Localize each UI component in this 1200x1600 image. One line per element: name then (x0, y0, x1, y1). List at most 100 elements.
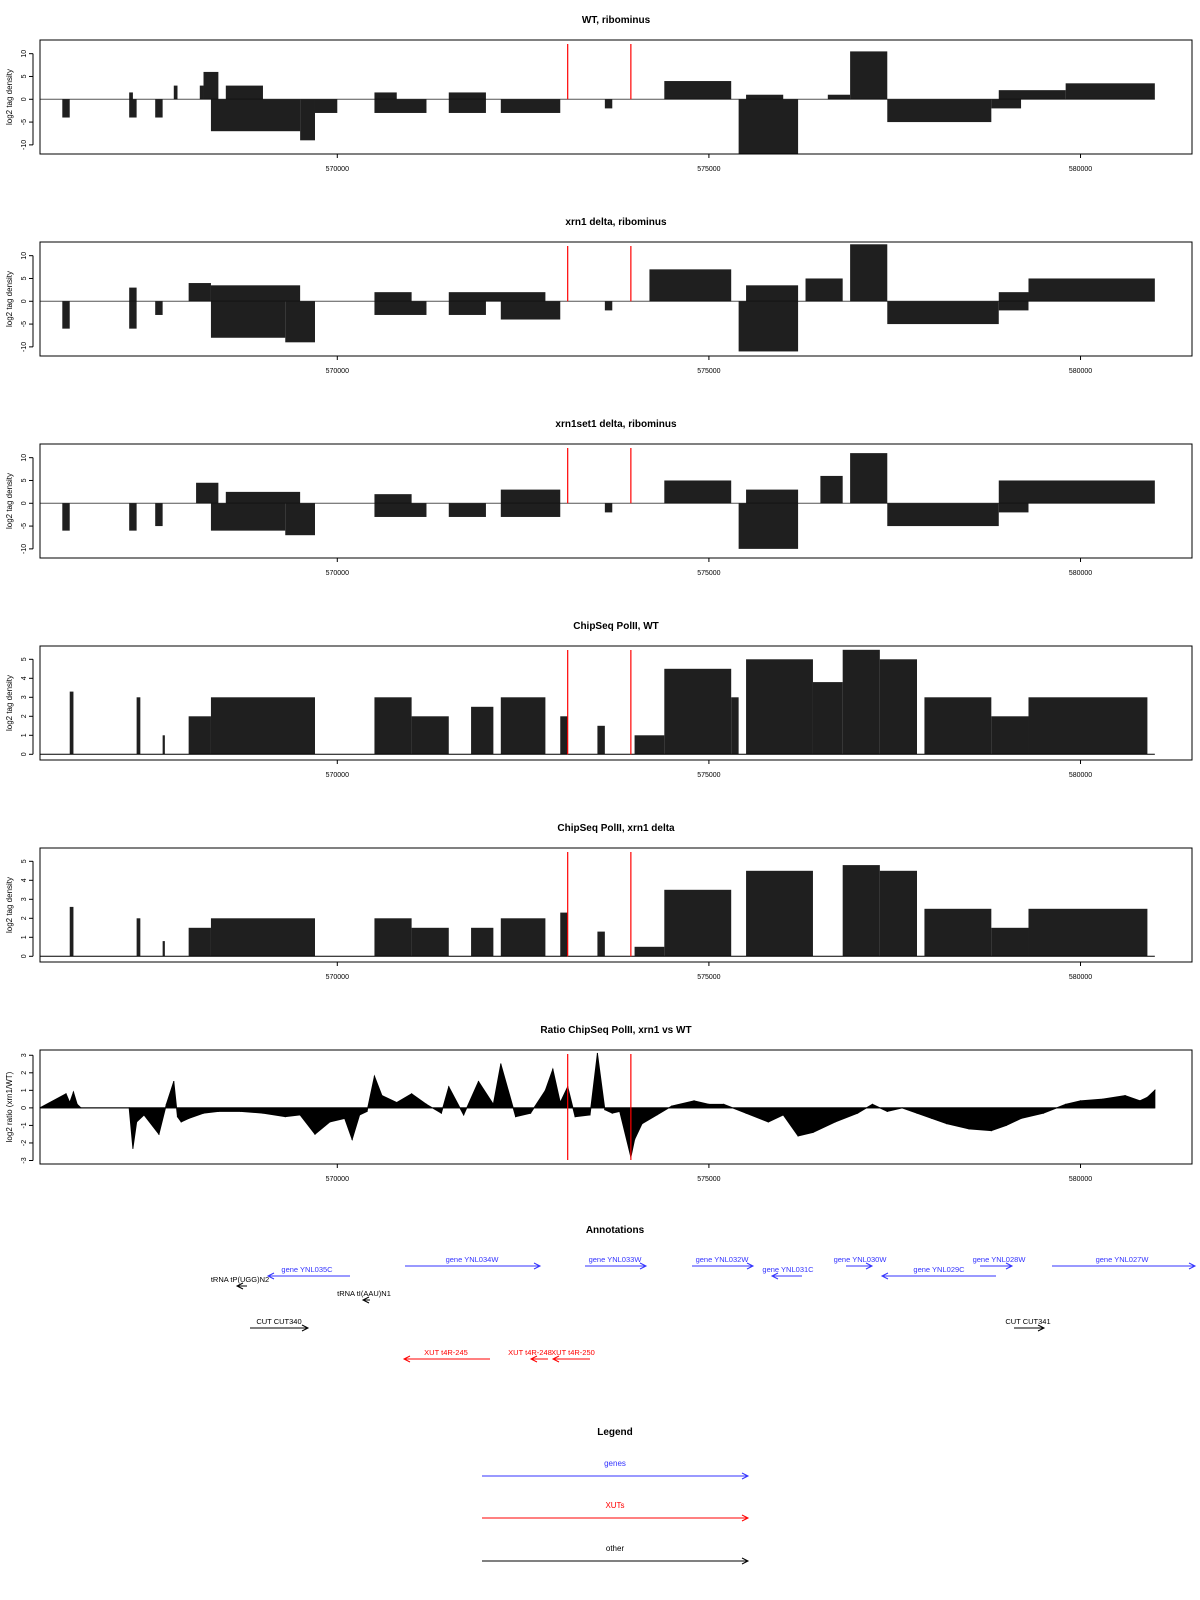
x-tick-label: 575000 (697, 974, 720, 981)
y-tick-label: 4 (21, 878, 28, 882)
y-axis: 0 1 2 3 4 5 (21, 657, 34, 756)
annotation-label: gene YNL030W (834, 1255, 888, 1264)
data-bar (731, 697, 739, 755)
data-bar (225, 85, 263, 100)
data-bar (500, 503, 561, 517)
plot-frame (39, 847, 1193, 963)
x-tick-label: 580000 (1069, 772, 1092, 779)
x-tick-label: 570000 (326, 166, 349, 173)
annotation-arrowhead-icon (266, 1272, 275, 1280)
data-bar (850, 453, 888, 504)
data-point (188, 1117, 190, 1119)
data-bar (411, 927, 449, 957)
data-point (72, 1091, 75, 1093)
data-point (217, 1110, 219, 1112)
annotation-label: gene YNL033W (589, 1255, 643, 1264)
plot-frame (39, 443, 1193, 559)
data-point (176, 1116, 179, 1118)
data-point (797, 1135, 799, 1137)
data-bar (597, 725, 605, 755)
data-bar (1065, 83, 1155, 100)
annotation-features: gene YNL035C gene YNL034W gene YNL033W gene… (211, 1255, 1197, 1363)
chart-title: xrn1set1 delta, ribominus (555, 419, 677, 430)
data-point (128, 1107, 130, 1109)
x-tick-label: 570000 (326, 368, 349, 375)
data-bar (374, 292, 412, 302)
annotation-arrowhead-icon (533, 1262, 542, 1270)
data-bar (374, 92, 397, 100)
data-point (396, 1102, 398, 1104)
data-bar (998, 480, 1155, 504)
data-bar (136, 918, 141, 957)
chart-title: ChipSeq PolII, WT (573, 621, 659, 632)
data-point (1102, 1098, 1104, 1100)
x-tick-label: 570000 (326, 974, 349, 981)
legend-label: genes (604, 1459, 626, 1468)
chart-panel-6: Ratio ChipSeq PolII, xrn1 vs WT log2 rati… (5, 1025, 1193, 1183)
plot-frame (39, 645, 1193, 761)
annotation-trna-ti-aau-n1: tRNA tI(AAU)N1 (337, 1289, 391, 1304)
y-tick-label: 3 (21, 897, 28, 901)
data-bar (738, 503, 799, 549)
annotation-label: tRNA tP(UGG)N2 (211, 1275, 269, 1284)
annotation-label: XUT t4R-250 (551, 1348, 595, 1357)
legend-item-other: other (482, 1544, 750, 1565)
data-point (671, 1105, 673, 1107)
x-tick-label: 575000 (697, 368, 720, 375)
data-series (62, 453, 1155, 549)
data-bar (155, 503, 163, 527)
data-bar (560, 912, 568, 957)
y-tick-label: 0 (21, 97, 28, 101)
data-bar (634, 735, 665, 755)
y-tick-label: 1 (21, 733, 28, 737)
annotation-arrowhead-icon (865, 1262, 874, 1270)
data-bar (842, 649, 880, 755)
data-bar (649, 269, 732, 302)
y-tick-label: -2 (21, 1140, 28, 1146)
x-tick-label: 580000 (1069, 1176, 1092, 1183)
data-bar (842, 865, 880, 957)
data-bar (991, 927, 1029, 957)
data-bar (812, 682, 843, 755)
data-bar (129, 503, 137, 531)
data-point (1042, 1112, 1044, 1114)
data-point (65, 1093, 67, 1095)
data-series (62, 244, 1155, 352)
data-bar (746, 870, 813, 957)
data-bar (827, 94, 851, 100)
data-bar (924, 697, 992, 755)
data-bar (991, 716, 1029, 755)
x-axis: 570000 575000 580000 (326, 154, 1092, 173)
annotation-arrowhead-icon (402, 1355, 411, 1363)
y-tick-label: 10 (21, 50, 28, 58)
data-point (500, 1063, 502, 1065)
data-bar (69, 906, 74, 957)
chart-panel-4: ChipSeq PolII, WT log2 tag density 0 1 2 3 4 5 5… (5, 621, 1193, 779)
y-axis-label: log2 tag density (5, 69, 14, 125)
data-bar (188, 927, 211, 957)
y-axis: -10 -5 0 5 10 (21, 50, 34, 150)
data-point (76, 1103, 78, 1105)
y-tick-label: 0 (21, 752, 28, 756)
x-axis: 570000 575000 580000 (326, 356, 1092, 375)
data-bar (199, 85, 204, 100)
plot-frame (39, 1049, 1193, 1165)
data-bar (129, 301, 137, 329)
y-tick-label: 3 (21, 1053, 28, 1057)
data-bar (210, 918, 315, 957)
data-point (931, 1117, 933, 1119)
legend-arrowhead-icon (741, 1557, 750, 1565)
annotation-arrowhead-icon (361, 1296, 370, 1304)
chart-title: xrn1 delta, ribominus (565, 217, 667, 228)
data-bar (314, 99, 338, 113)
y-tick-label: -5 (21, 523, 28, 529)
data-bar (634, 946, 665, 957)
data-point (165, 1103, 167, 1105)
data-bar (210, 503, 286, 531)
data-bar (210, 99, 301, 132)
data-point (693, 1100, 695, 1102)
x-tick-label: 580000 (1069, 570, 1092, 577)
data-point (782, 1114, 784, 1116)
data-bar (225, 491, 301, 504)
y-axis-label: log2 ratio (xrn1/WT) (5, 1071, 14, 1142)
